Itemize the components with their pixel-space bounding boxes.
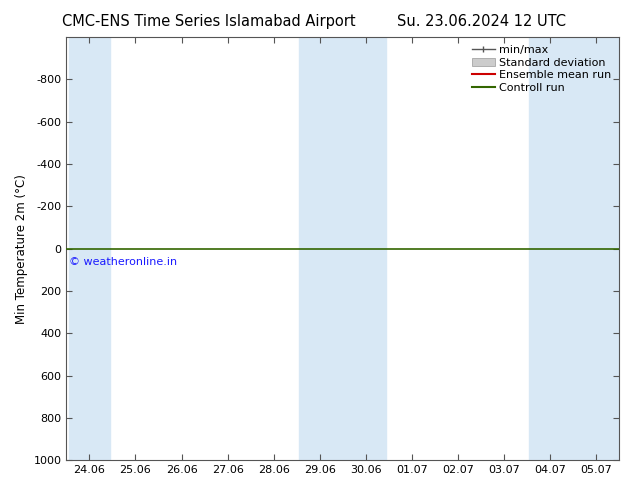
Bar: [529, 37, 621, 460]
Legend: min/max, Standard deviation, Ensemble mean run, Controll run: min/max, Standard deviation, Ensemble me…: [470, 43, 614, 96]
Bar: [68, 37, 110, 460]
Bar: [299, 37, 387, 460]
Text: Su. 23.06.2024 12 UTC: Su. 23.06.2024 12 UTC: [398, 14, 566, 29]
Text: © weatheronline.in: © weatheronline.in: [68, 257, 177, 267]
Y-axis label: Min Temperature 2m (°C): Min Temperature 2m (°C): [15, 173, 28, 323]
Text: CMC-ENS Time Series Islamabad Airport: CMC-ENS Time Series Islamabad Airport: [62, 14, 356, 29]
